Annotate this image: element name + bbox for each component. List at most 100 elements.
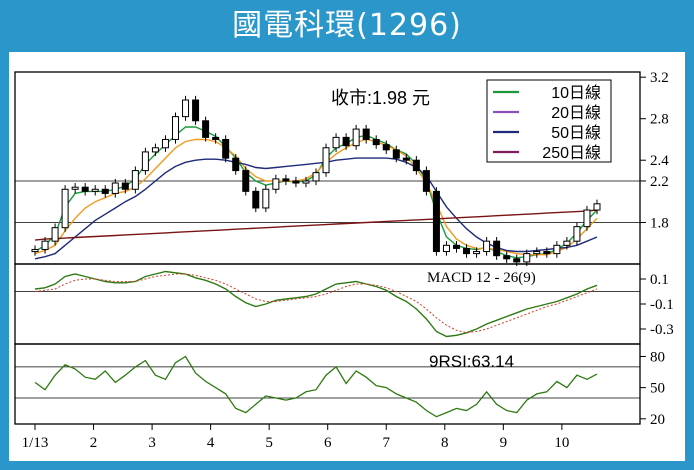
- rsi-label: 9RSI:63.14: [429, 352, 514, 371]
- candle-body-55: [583, 209, 591, 228]
- candle-body-50: [533, 251, 541, 255]
- candle-7: [101, 185, 109, 198]
- candle-body-13: [161, 138, 169, 149]
- candle-28: [312, 168, 320, 186]
- candle-body-37: [402, 157, 410, 161]
- candle-body-46: [493, 240, 501, 257]
- chart-title: 國電科環(1296): [232, 8, 462, 43]
- macd-label: MACD 12 - 26(9): [427, 270, 536, 286]
- rsi-tick-label-0: 80: [650, 349, 665, 365]
- candle-8: [111, 178, 119, 198]
- candle-body-29: [322, 147, 330, 174]
- reference-lines: [15, 180, 640, 399]
- x-tick-label-7: 8: [441, 435, 449, 451]
- candle-body-31: [342, 136, 350, 147]
- candle-body-45: [483, 240, 491, 253]
- candle-9: [121, 178, 129, 194]
- candle-13: [161, 135, 169, 152]
- candle-19: [222, 135, 230, 163]
- candle-56: [593, 199, 601, 215]
- macd-tick-label-2: -0.3: [650, 322, 674, 338]
- candle-30: [332, 133, 340, 152]
- candle-body-30: [332, 136, 340, 149]
- candle-6: [91, 185, 99, 196]
- candle-body-54: [573, 226, 581, 242]
- candle-body-19: [222, 138, 230, 159]
- candle-body-2: [51, 227, 59, 242]
- candle-12: [151, 143, 159, 157]
- legend-box: [486, 79, 612, 163]
- candle-body-20: [232, 157, 240, 172]
- candle-body-10: [131, 170, 139, 190]
- candle-38: [412, 156, 420, 175]
- candle-14: [172, 112, 179, 144]
- candle-body-38: [412, 159, 420, 172]
- chart-panel: 1.8 2.2 2.4 2.8 3.2 0.1 -0.1 -0.3 80 50 20 1/13 2 3 4…: [9, 52, 685, 461]
- candle-43: [463, 244, 471, 258]
- price-tick-label-3: 2.8: [650, 112, 669, 128]
- candle-body-25: [282, 178, 290, 182]
- candle-body-36: [392, 149, 400, 159]
- candle-body-7: [101, 188, 109, 194]
- candle-46: [493, 237, 501, 260]
- candle-body-53: [563, 240, 571, 246]
- candle-16: [192, 95, 200, 125]
- legend-label-ma10: 10日線: [551, 84, 601, 102]
- candle-21: [242, 166, 250, 196]
- candle-35: [382, 140, 390, 154]
- candle-body-35: [382, 144, 390, 151]
- x-tick-label-5: 6: [324, 435, 332, 451]
- candle-body-3: [61, 188, 69, 229]
- candle-11: [141, 147, 149, 175]
- y-axis-ticks: 1.8 2.2 2.4 2.8 3.2 0.1 -0.1 -0.3 80 50 20: [640, 70, 674, 428]
- candle-body-44: [473, 251, 481, 255]
- candle-53: [563, 237, 571, 250]
- candle-34: [372, 135, 380, 149]
- candle-48: [513, 254, 521, 267]
- candle-52: [553, 241, 561, 258]
- candle-4: [71, 183, 79, 194]
- ma250-line: [34, 209, 598, 241]
- candle-23: [262, 185, 270, 213]
- candle-body-15: [182, 99, 190, 118]
- candle-50: [533, 247, 541, 258]
- candle-51: [543, 247, 551, 258]
- candle-body-49: [523, 253, 531, 263]
- candle-20: [232, 153, 240, 175]
- rsi-tick-label-2: 20: [650, 412, 665, 428]
- candle-32: [352, 124, 360, 150]
- x-axis-ticks: 1/13 2 3 4 5 6 7 8 9 10: [22, 424, 569, 451]
- candle-body-4: [71, 186, 79, 190]
- candle-body-18: [212, 136, 220, 140]
- candle-body-23: [262, 188, 270, 209]
- candle-49: [523, 249, 531, 267]
- candle-3: [61, 185, 69, 232]
- candle-body-9: [121, 182, 129, 190]
- candle-body-47: [503, 255, 511, 260]
- candle-body-16: [192, 99, 200, 122]
- macd-lines: [34, 270, 598, 338]
- candle-body-8: [111, 182, 119, 194]
- candle-17: [202, 116, 210, 142]
- candle-26: [292, 176, 300, 188]
- candle-body-56: [593, 203, 601, 211]
- price-tick-label-0: 1.8: [650, 215, 669, 231]
- rsi-line: [34, 355, 598, 418]
- candle-40: [432, 187, 440, 256]
- x-tick-label-4: 5: [265, 435, 273, 451]
- candle-body-52: [553, 244, 561, 255]
- candle-body-26: [292, 180, 300, 184]
- candle-body-0: [31, 248, 39, 253]
- candle-body-34: [372, 138, 380, 146]
- candle-body-6: [91, 188, 99, 192]
- macd-tick-label-1: -0.1: [650, 297, 674, 313]
- price-tick-label-4: 3.2: [650, 70, 669, 86]
- candle-body-51: [543, 251, 551, 255]
- candle-0: [31, 245, 39, 256]
- x-tick-label-3: 4: [207, 435, 215, 451]
- close-price-label: 收市:1.98 元: [331, 88, 430, 108]
- x-tick-label-1: 2: [90, 435, 98, 451]
- candle-27: [302, 176, 310, 188]
- price-tick-label-2: 2.4: [650, 153, 669, 169]
- x-tick-label-0: 1/13: [22, 435, 49, 451]
